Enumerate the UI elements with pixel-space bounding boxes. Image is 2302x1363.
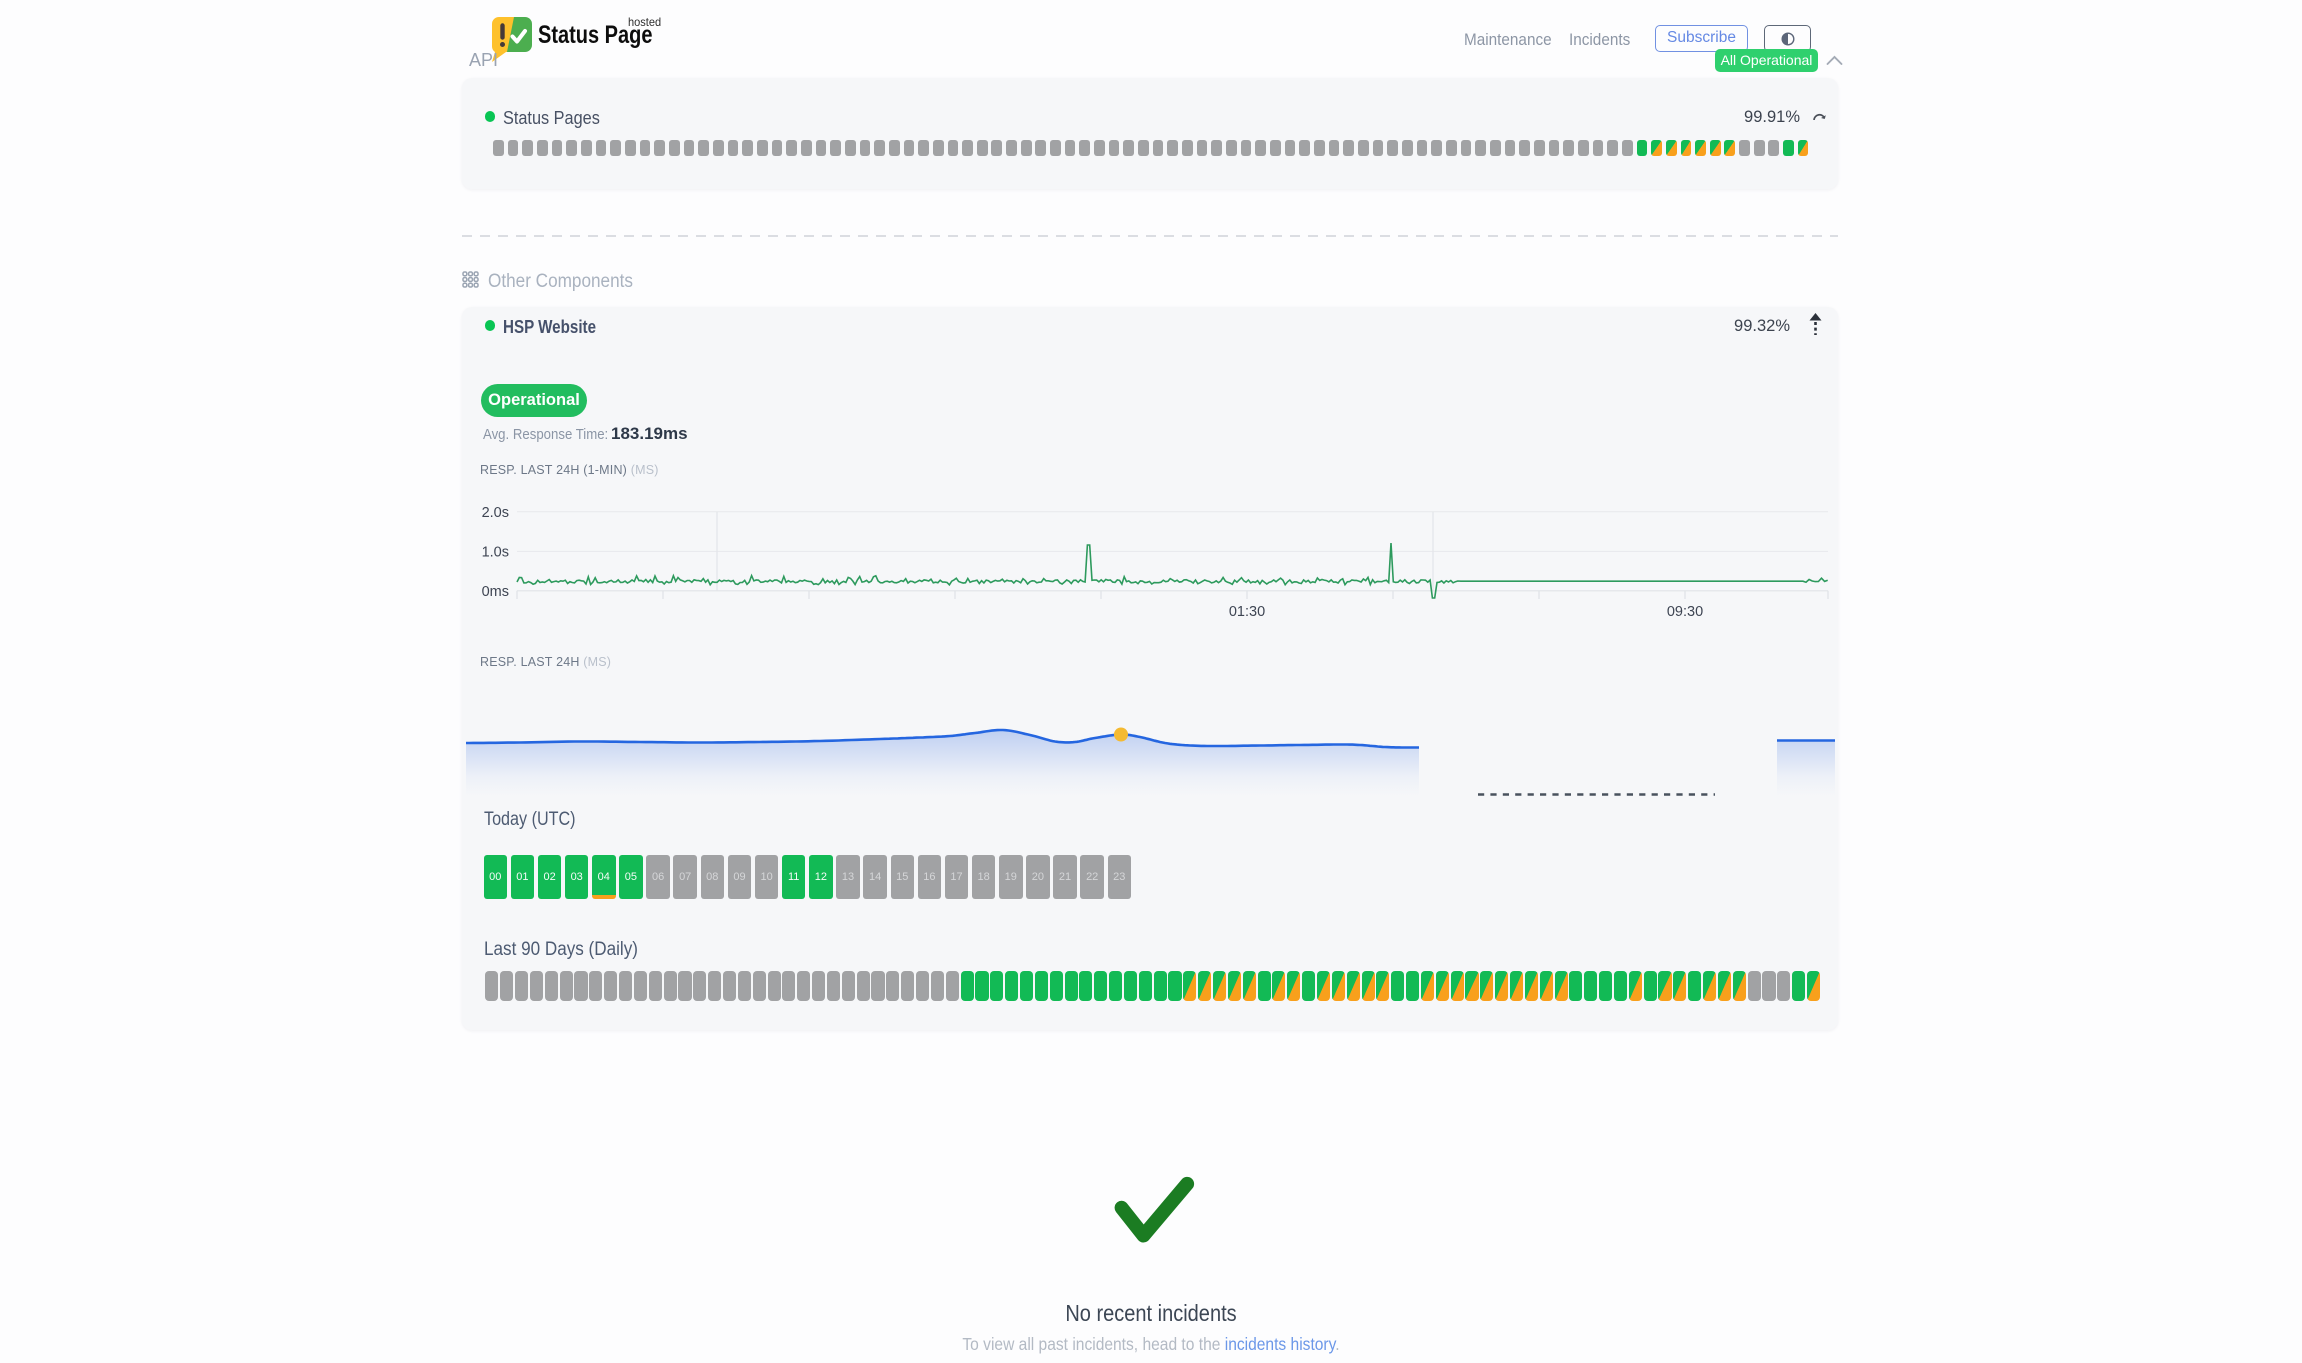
svg-text:2.0s: 2.0s: [482, 505, 509, 521]
svg-text:1.0s: 1.0s: [482, 545, 509, 561]
svg-text:01:30: 01:30: [1229, 604, 1265, 620]
svg-text:09:30: 09:30: [1667, 604, 1703, 620]
svg-text:0ms: 0ms: [482, 584, 509, 600]
